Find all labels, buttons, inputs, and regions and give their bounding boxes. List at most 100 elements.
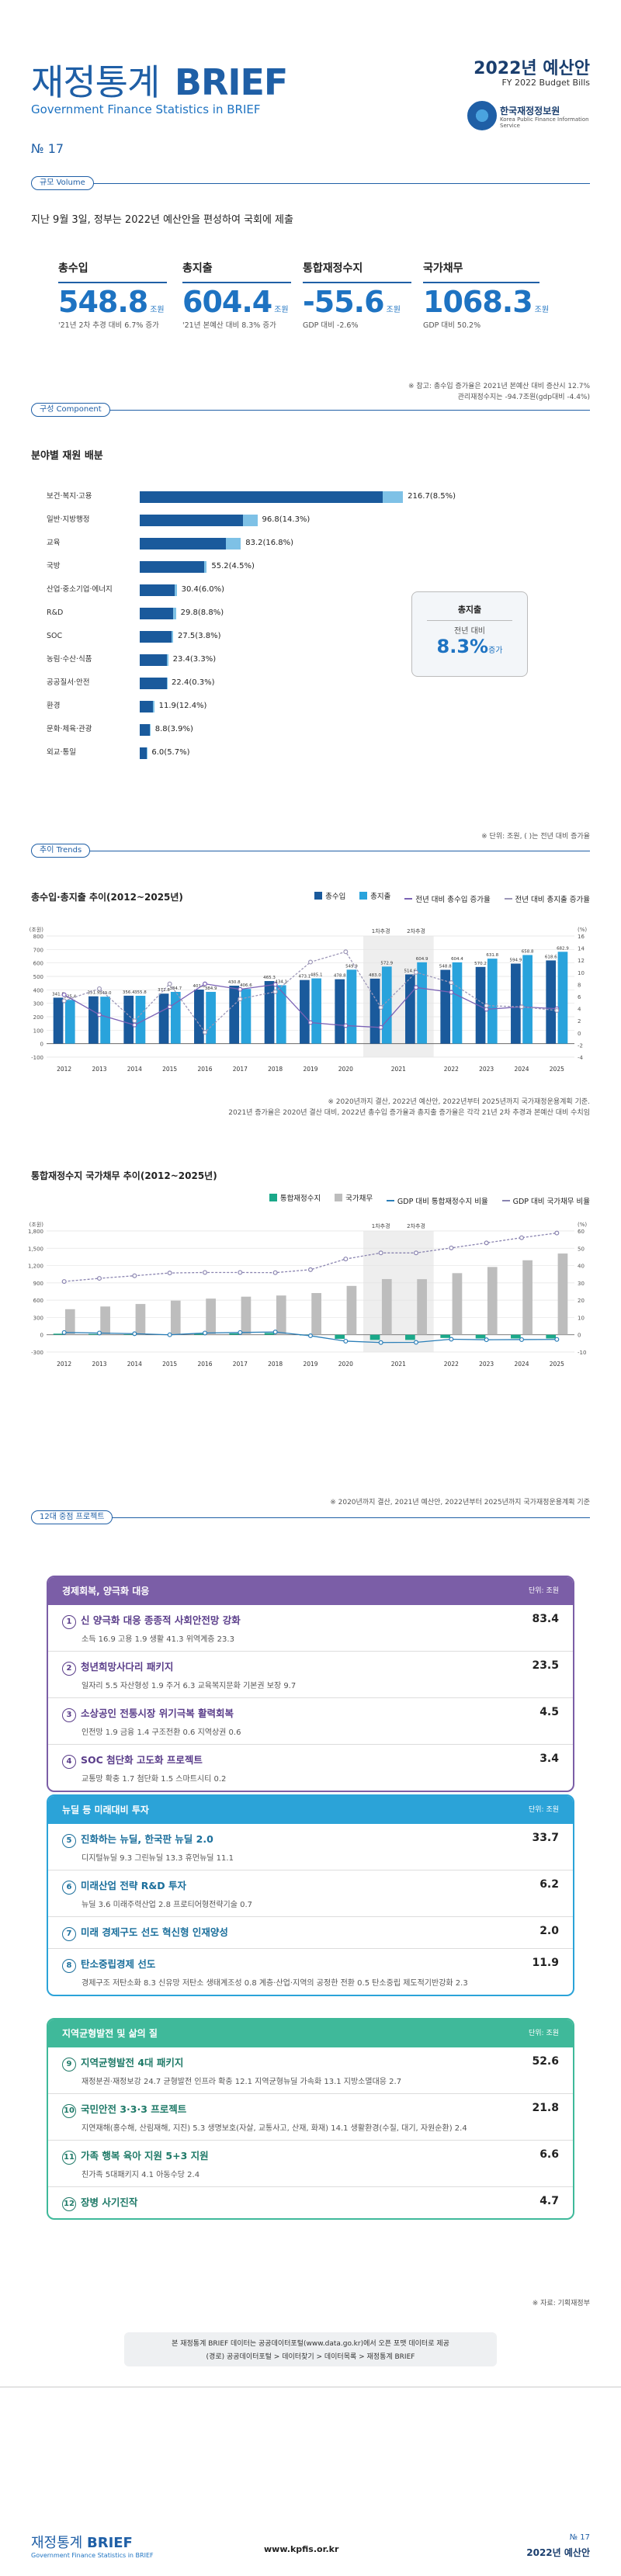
bar-b bbox=[381, 1278, 392, 1335]
bar-b bbox=[170, 991, 181, 1044]
allocation-label: 보건·복지·고용 bbox=[47, 492, 92, 501]
y2-tick-label: -4 bbox=[578, 1055, 584, 1061]
bar-b bbox=[100, 1306, 110, 1335]
callout-sub: 전년 대비 bbox=[454, 627, 485, 636]
allocation-label: 교육 bbox=[47, 539, 61, 547]
bar-b bbox=[64, 1309, 75, 1335]
bar-a bbox=[123, 995, 134, 1044]
bar-b bbox=[557, 1253, 568, 1335]
divider bbox=[31, 410, 590, 411]
line-point bbox=[308, 1333, 314, 1339]
line-point bbox=[308, 959, 314, 965]
y2-tick-label: 10 bbox=[578, 970, 585, 976]
allocation-row: 외교·통일 6.0(5.7%) bbox=[47, 745, 481, 761]
bar-a bbox=[53, 997, 64, 1044]
bar-data-label: 485.1 bbox=[310, 973, 323, 978]
project-detail: 친가족 5대패키지 4.1 아동수당 2.4 bbox=[82, 2171, 200, 2179]
project-title: 8 탄소중립경제 선도 bbox=[62, 1956, 559, 1973]
project-title-text: 미래산업 전략 R&D 투자 bbox=[81, 1880, 186, 1891]
allocation-row: R&D 29.8(8.8%) bbox=[47, 605, 481, 621]
bar-a bbox=[546, 1334, 557, 1339]
bar-a bbox=[264, 981, 275, 1044]
allocation-row: 산업·중소기업·에너지 30.4(6.0%) bbox=[47, 582, 481, 598]
x-tick-label: 2013 bbox=[92, 1361, 106, 1368]
project-detail: 교통망 확충 1.7 첨단화 1.5 스마트시티 0.2 bbox=[82, 1775, 227, 1784]
project-value: 4.7 bbox=[539, 2195, 559, 2207]
bar-data-label: 570.2 bbox=[474, 962, 487, 966]
bar-a bbox=[335, 979, 345, 1044]
callout-suffix: 증가 bbox=[488, 647, 503, 655]
line-point bbox=[343, 1257, 349, 1262]
line-point bbox=[414, 1250, 419, 1256]
line-point bbox=[203, 981, 208, 986]
bar-a bbox=[405, 974, 415, 1044]
period-label: 1차추경 bbox=[372, 1222, 390, 1229]
x-tick-label: 2019 bbox=[303, 1066, 317, 1073]
project-value: 33.7 bbox=[532, 1832, 559, 1844]
allocation-value: 22.4(0.3%) bbox=[172, 678, 215, 687]
line-point bbox=[167, 1004, 172, 1010]
y2-tick-label: 12 bbox=[578, 958, 585, 964]
line-point bbox=[132, 1018, 137, 1024]
org-logo-icon bbox=[467, 101, 497, 130]
bar-b bbox=[417, 962, 427, 1044]
x-tick-label: 2015 bbox=[162, 1066, 177, 1073]
allocation-value: 96.8(14.3%) bbox=[262, 515, 310, 524]
y-tick-label: 300 bbox=[33, 1315, 43, 1321]
line-point bbox=[554, 1230, 560, 1236]
line-point bbox=[308, 1020, 314, 1025]
bar-a bbox=[194, 990, 204, 1044]
x-tick-label: 2022 bbox=[444, 1361, 459, 1368]
line-point bbox=[96, 986, 102, 991]
line-point bbox=[484, 1337, 489, 1343]
project-item: 7 미래 경제구도 선도 혁신형 인재양성 2.0 bbox=[48, 1917, 573, 1949]
y2-tick-label: 14 bbox=[578, 946, 585, 952]
y2-tick-label: 0 bbox=[578, 1333, 581, 1339]
bar-data-label: 604.4 bbox=[451, 957, 463, 962]
bar-data-label: 341.8 bbox=[52, 992, 64, 997]
total-callout: 총지출 전년 대비 8.3%증가 bbox=[411, 591, 528, 677]
bar-a bbox=[194, 1333, 204, 1335]
x-tick-label: 2015 bbox=[162, 1361, 177, 1368]
bar-a bbox=[405, 1334, 415, 1340]
footer-url[interactable]: www.kpfis.or.kr bbox=[264, 2544, 339, 2554]
line-point bbox=[132, 1273, 137, 1278]
line-point bbox=[554, 1007, 560, 1013]
org-name: 한국재정정보원 bbox=[500, 106, 560, 116]
project-title: 9 지역균형발전 4대 패키지 bbox=[62, 2054, 559, 2072]
line-point bbox=[272, 1330, 278, 1335]
y2-tick-label: 16 bbox=[578, 934, 585, 940]
line-point bbox=[61, 1330, 67, 1335]
bar-data-label: 401.8 bbox=[193, 984, 206, 989]
legend-item: 국가채무 bbox=[335, 1192, 373, 1203]
bar-data-label: 548.8 bbox=[439, 965, 452, 969]
x-tick-label: 2019 bbox=[303, 1361, 317, 1368]
allocation-label: 일반·지방행정 bbox=[47, 515, 90, 524]
period-label: 2차추경 bbox=[407, 1222, 425, 1229]
project-title-text: 지역균형발전 4대 패키지 bbox=[81, 2057, 184, 2068]
project-title-text: 국민안전 3·3·3 프로젝트 bbox=[81, 2103, 187, 2115]
line-point bbox=[378, 1340, 383, 1345]
org-name-en: Korea Public Finance Information Service bbox=[500, 116, 589, 129]
bar-data-label: 514.6 bbox=[404, 969, 417, 973]
brand-title-ko: 재정통계 bbox=[31, 61, 160, 103]
line-point bbox=[484, 1003, 489, 1008]
project-value: 6.2 bbox=[539, 1878, 559, 1891]
line-point bbox=[61, 998, 67, 1004]
group-header: 지역균형발전 및 삶의 질 단위: 조원 bbox=[48, 2020, 573, 2047]
project-number: 6 bbox=[62, 1881, 76, 1895]
x-tick-label: 2014 bbox=[127, 1066, 142, 1073]
allocation-bar-prev bbox=[140, 608, 173, 619]
kpi-note: GDP 대비 -2.6% bbox=[303, 321, 359, 330]
footer-brand-en: BRIEF bbox=[86, 2535, 133, 2551]
legend-label: 총지출 bbox=[370, 893, 391, 901]
line-point bbox=[519, 1235, 524, 1240]
allocation-bar-increase bbox=[174, 584, 177, 596]
project-detail: 소득 16.9 고용 1.9 생활 41.3 위역계층 23.3 bbox=[82, 1635, 234, 1644]
kpi-unit: 조원 bbox=[534, 306, 550, 314]
project-value: 2.0 bbox=[539, 1925, 559, 1937]
bar-b bbox=[417, 1279, 427, 1335]
allocation-chart: 보건·복지·고용 216.7(8.5%) 일반·지방행정 96.8(14.3%) 교육 8… bbox=[0, 489, 621, 784]
bar-data-label: 430.8 bbox=[228, 980, 241, 985]
line-point bbox=[238, 997, 243, 1002]
